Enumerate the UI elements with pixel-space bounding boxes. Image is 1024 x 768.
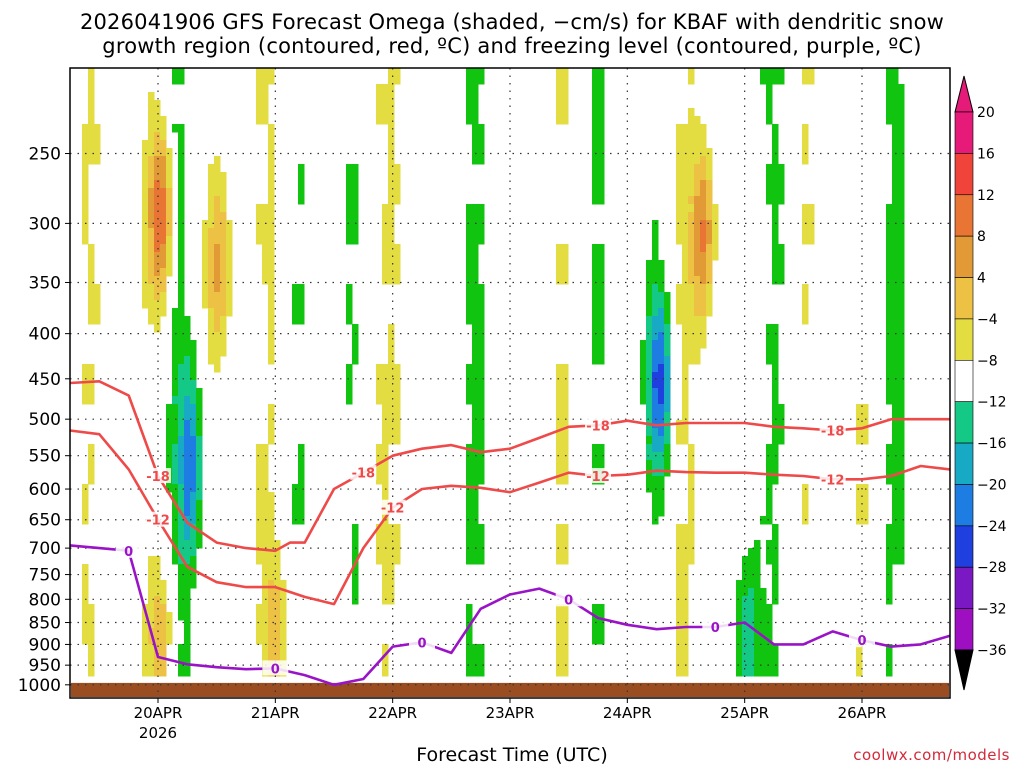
colorbar-label: 20: [977, 105, 995, 121]
contour-label: -12: [821, 473, 845, 488]
omega-shading: [82, 68, 905, 677]
colorbar-segment: [954, 525, 974, 568]
x-tick-24APR: 24APR: [603, 704, 652, 722]
y-tick-250: 250: [29, 145, 61, 165]
contour-label: -18: [146, 470, 170, 485]
colorbar-label: −20: [977, 477, 1007, 493]
grid: [70, 68, 950, 698]
credit-link[interactable]: coolwx.com/models: [853, 746, 1010, 764]
contour-label-bg: [350, 464, 377, 480]
x-tick-26APR: 26APR: [838, 704, 887, 722]
colorbar-top-arrow: [954, 75, 974, 113]
colorbar-segment: [954, 111, 974, 154]
colorbar-segment: [954, 360, 974, 402]
colorbar-label: −4: [977, 312, 998, 328]
colorbar-label: −28: [977, 560, 1007, 576]
contour-freezing-0: [69, 544, 951, 687]
contour-label-bg: [819, 471, 846, 487]
x-tick-21APR: 21APR: [251, 704, 300, 722]
contour-dgz-m18: [69, 380, 950, 553]
contour-label: 0: [711, 621, 720, 636]
colorbar-label: −16: [977, 436, 1007, 452]
y-tick-400: 400: [29, 325, 61, 345]
ground-fill: [71, 682, 949, 697]
contour-label-bg: [409, 634, 435, 650]
y-tick-900: 900: [29, 635, 61, 655]
chart-title-line1: 2026041906 GFS Forecast Omega (shaded, −…: [79, 10, 945, 34]
x-tick-23APR: 23APR: [486, 704, 535, 722]
colorbar-label: 16: [977, 146, 995, 162]
contour-label-bg: [145, 511, 171, 527]
contour-dgz-m12: [69, 429, 951, 606]
colorbar-label: −8: [977, 353, 998, 369]
contour-label: -12: [586, 470, 610, 485]
contour-label: 0: [271, 662, 280, 677]
y-tick-750: 750: [29, 566, 61, 586]
colorbar-label: −36: [977, 643, 1007, 659]
colorbar-label: 4: [977, 271, 986, 287]
contour-label-bg: [585, 417, 611, 433]
contour-label: -18: [586, 419, 610, 434]
y-tick-950: 950: [29, 656, 61, 676]
colorbar-segment: [954, 401, 974, 444]
x-tick-25APR: 25APR: [720, 704, 769, 722]
colorbar-segment: [954, 566, 974, 609]
contour-label-bg: [115, 542, 142, 558]
y-tick-300: 300: [29, 214, 61, 234]
x-tick-22APR: 22APR: [368, 704, 417, 722]
colorbar-label: 8: [977, 229, 986, 245]
contour-label: 0: [417, 636, 426, 651]
colorbar-segment: [954, 277, 974, 320]
contour-label-bg: [819, 422, 846, 438]
contour-label: 0: [124, 545, 133, 560]
contour-label: -12: [381, 502, 405, 517]
colorbar-label: −24: [977, 519, 1007, 535]
contour-label-bg: [555, 591, 582, 607]
colorbar-segment: [954, 318, 974, 361]
colorbar-segment: [954, 235, 974, 278]
colorbar-segment: [954, 608, 974, 651]
colorbar-segment: [954, 442, 974, 485]
y-tick-650: 650: [29, 511, 61, 531]
y-tick-850: 850: [29, 614, 61, 634]
x-year-label: 2026: [139, 724, 177, 742]
colorbar-label: −12: [977, 395, 1007, 411]
y-tick-350: 350: [29, 273, 61, 293]
x-tick-20APR: 20APR: [134, 704, 183, 722]
y-tick-550: 550: [29, 447, 61, 467]
contour-label-bg: [585, 468, 611, 484]
contour-label-bg: [702, 619, 729, 635]
contour-label: -18: [352, 467, 376, 482]
contour-label-bg: [262, 660, 289, 676]
y-tick-500: 500: [29, 410, 61, 430]
contour-label: 0: [857, 634, 866, 649]
y-tick-800: 800: [29, 590, 61, 610]
colorbar-segment: [954, 484, 974, 527]
colorbar-segment: [954, 194, 974, 237]
y-tick-450: 450: [29, 370, 61, 390]
colorbar-label: −32: [977, 602, 1007, 618]
contour-label: 0: [564, 593, 573, 608]
colorbar-bottom-arrow: [954, 649, 974, 691]
contour-label-bg: [849, 632, 875, 648]
contour-label: -12: [146, 514, 170, 529]
colorbar-label: 12: [977, 188, 995, 204]
contour-label: -18: [821, 424, 845, 439]
y-tick-1000: 1000: [18, 676, 61, 696]
y-tick-700: 700: [29, 539, 61, 559]
colorbar-segment: [954, 153, 974, 196]
y-tick-600: 600: [29, 480, 61, 500]
colorbar: 20 16 12 8 4 −4 −8 −12 −16 −20 −24 −28 −32 −36: [954, 75, 1007, 691]
x-axis-label: Forecast Time (UTC): [416, 744, 608, 766]
contour-label-bg: [145, 468, 171, 484]
contour-label-bg: [379, 499, 406, 515]
chart-title-line2: growth region (contoured, red, ºC) and f…: [102, 34, 922, 58]
